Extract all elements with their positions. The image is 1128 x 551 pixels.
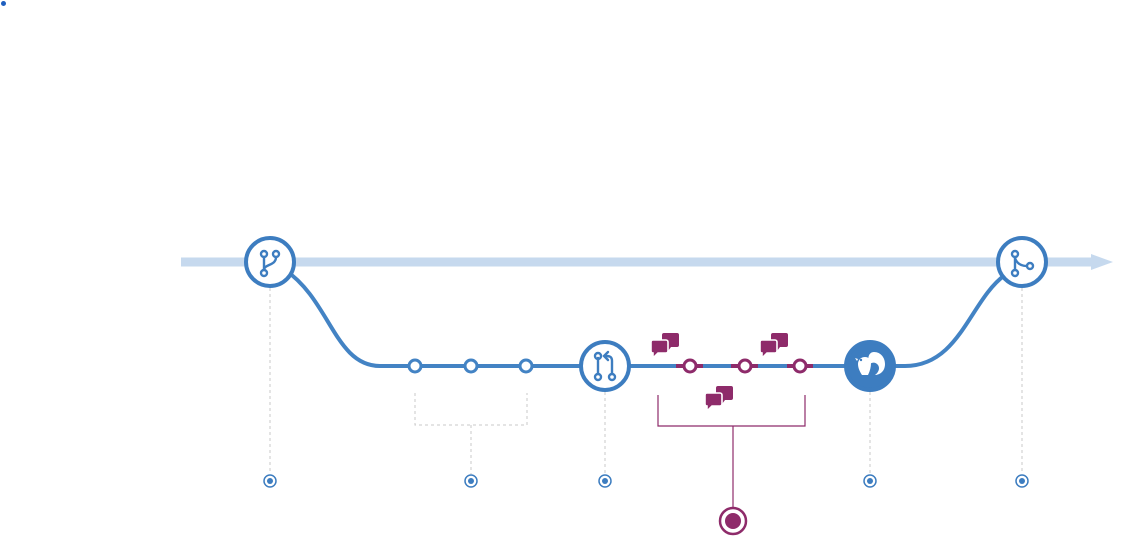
review-bracket — [657, 395, 806, 508]
comment-icon — [759, 332, 789, 359]
stage-markers — [263, 474, 1029, 488]
comment-icon — [704, 385, 734, 412]
commit-dot — [518, 358, 534, 374]
marker-add-commits — [464, 474, 478, 488]
review-commit-dot — [737, 358, 753, 374]
marker-deploy — [863, 474, 877, 488]
commit-dot — [407, 358, 423, 374]
branch-icon — [259, 249, 281, 278]
stage-create-branch — [244, 236, 296, 288]
commit-dots — [407, 358, 534, 374]
main-branch-arrow — [1091, 254, 1113, 270]
stage-pull-request — [579, 340, 631, 392]
review-outcome-marker — [718, 506, 748, 536]
review-commit-dots — [676, 358, 813, 374]
feature-branch-path — [283, 268, 1007, 368]
main-branch-line — [181, 254, 1113, 270]
marker-pull-request — [598, 474, 612, 488]
commits-bracket — [414, 393, 528, 426]
pull-request-icon — [593, 350, 617, 382]
commit-dot — [463, 358, 479, 374]
review-commit-dot — [682, 358, 698, 374]
review-commit-dot — [792, 358, 808, 374]
stage-merge — [996, 236, 1048, 288]
squirrel-icon — [855, 352, 885, 375]
marker-merge — [1015, 474, 1029, 488]
corner-dot — [1, 1, 6, 6]
comment-bubbles — [650, 332, 789, 412]
marker-create-branch — [263, 474, 277, 488]
merge-icon — [1010, 249, 1035, 278]
comment-icon — [650, 332, 680, 359]
stage-guides — [269, 288, 1023, 474]
stage-deploy — [844, 340, 896, 392]
